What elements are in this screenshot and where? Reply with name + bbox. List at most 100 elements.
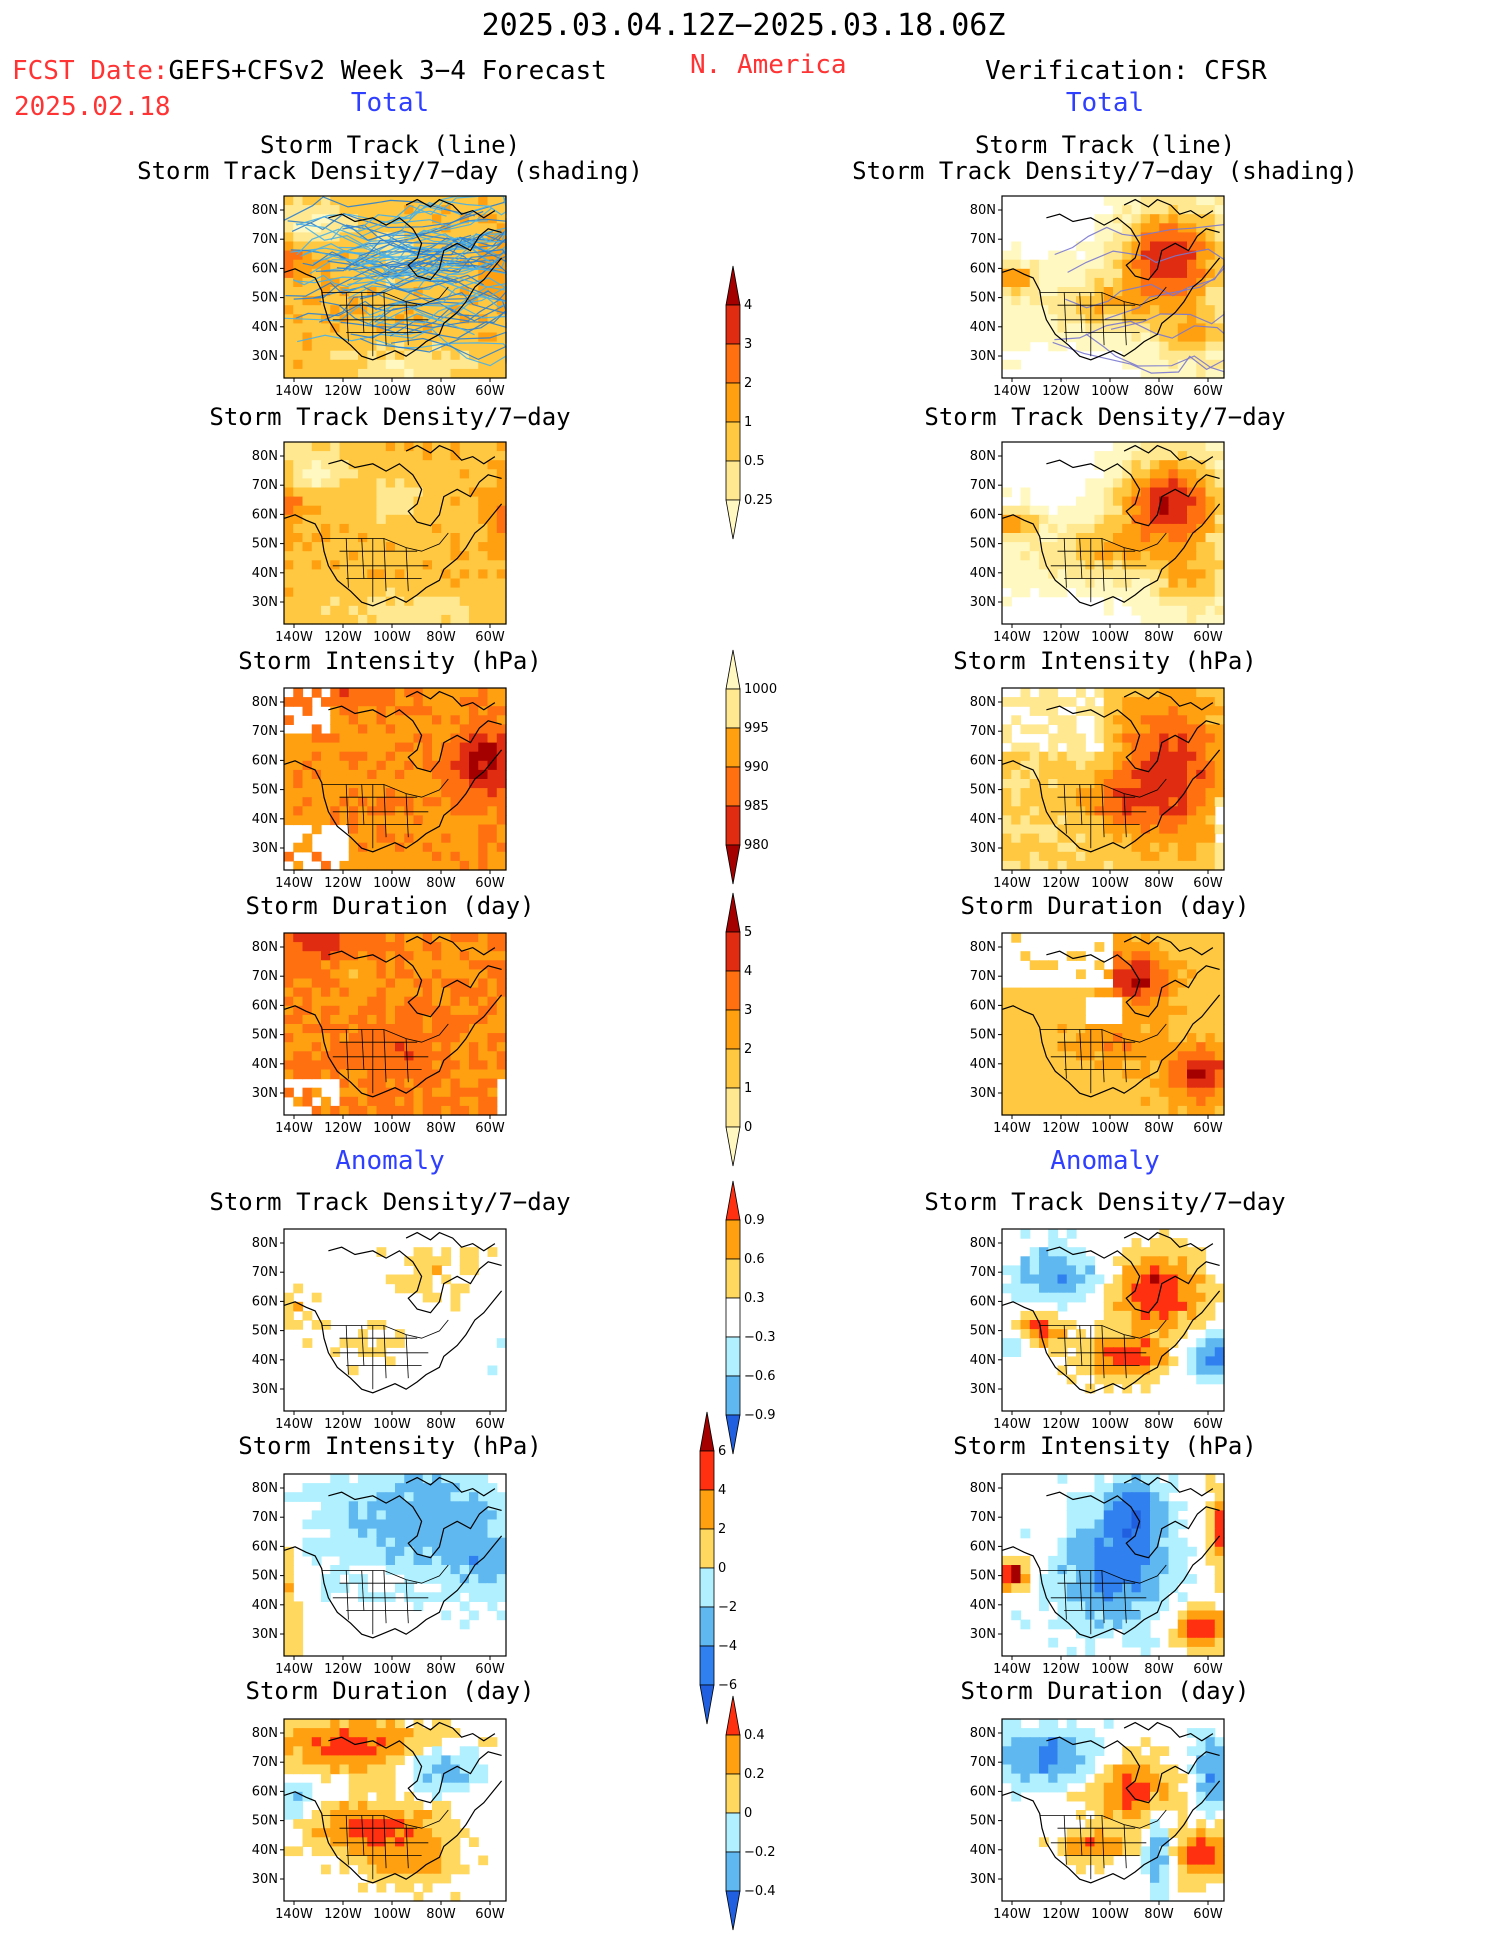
colorbar-label: −0.3 <box>744 1330 776 1345</box>
lon-label: 120W <box>324 1417 362 1432</box>
lon-label: 80W <box>1144 630 1174 645</box>
colorbar-swatch <box>726 1259 740 1298</box>
lat-label: 80N <box>252 940 278 955</box>
lat-label: 30N <box>252 1382 278 1397</box>
lon-label: 140W <box>275 876 313 891</box>
lon-label: 140W <box>993 630 1031 645</box>
lat-label: 60N <box>970 1294 996 1309</box>
lon-label: 140W <box>993 384 1031 399</box>
title-track-shading-right: Storm Track Density/7−day (shading) <box>805 158 1405 184</box>
title-density-anom-left: Storm Track Density/7−day <box>90 1189 690 1215</box>
lon-label: 80W <box>426 1417 456 1432</box>
colorbar-swatch <box>700 1646 714 1685</box>
lat-label: 60N <box>252 507 278 522</box>
colorbar-label: 0.4 <box>744 1728 765 1743</box>
colorbar-label: 0.2 <box>744 1767 765 1782</box>
lat-label: 70N <box>970 478 996 493</box>
colorbar-label: 0.9 <box>744 1213 765 1228</box>
lat-label: 70N <box>970 969 996 984</box>
lat-label: 60N <box>252 1294 278 1309</box>
lon-label: 140W <box>993 876 1031 891</box>
lat-label: 80N <box>252 203 278 218</box>
lat-label: 50N <box>970 783 996 798</box>
colorbar-swatch <box>726 1298 740 1337</box>
colorbar-label: 5 <box>744 925 752 940</box>
lat-label: 70N <box>252 1265 278 1280</box>
lon-label: 100W <box>373 384 411 399</box>
lat-label: 60N <box>252 1539 278 1554</box>
colorbar-label: 985 <box>744 799 769 814</box>
lon-label: 100W <box>373 1417 411 1432</box>
colorbar-swatch <box>726 1891 740 1930</box>
lon-label: 140W <box>993 1121 1031 1136</box>
lon-label: 120W <box>1042 876 1080 891</box>
lat-label: 50N <box>970 537 996 552</box>
lat-label: 70N <box>252 724 278 739</box>
colorbar-swatch <box>726 728 740 767</box>
lat-label: 70N <box>252 232 278 247</box>
lon-label: 80W <box>426 1121 456 1136</box>
colorbar-swatch <box>700 1451 714 1490</box>
lat-label: 40N <box>970 812 996 827</box>
colorbar-swatch <box>726 266 740 305</box>
lon-label: 140W <box>275 384 313 399</box>
lon-label: 80W <box>1144 1417 1174 1432</box>
lat-label: 50N <box>970 1028 996 1043</box>
lat-label: 80N <box>970 695 996 710</box>
colorbar-label: 4 <box>744 298 752 313</box>
lat-label: 40N <box>252 1353 278 1368</box>
colorbar-swatch <box>700 1529 714 1568</box>
colorbar-swatch <box>726 1127 740 1166</box>
colorbar-label: 4 <box>718 1483 726 1498</box>
lon-label: 80W <box>1144 1121 1174 1136</box>
lat-label: 80N <box>970 1726 996 1741</box>
title-track-shading-left: Storm Track Density/7−day (shading) <box>90 158 690 184</box>
lat-label: 30N <box>252 349 278 364</box>
title-track-line-left: Storm Track (line) <box>90 132 690 158</box>
lon-label: 60W <box>1193 1662 1223 1677</box>
colorbar-swatch <box>700 1568 714 1607</box>
lon-label: 80W <box>426 1662 456 1677</box>
lat-label: 50N <box>252 1028 278 1043</box>
colorbar-swatch <box>726 1696 740 1735</box>
lat-label: 50N <box>252 1569 278 1584</box>
colorbar-swatch <box>726 422 740 461</box>
lat-label: 30N <box>252 1627 278 1642</box>
lon-label: 100W <box>1091 384 1129 399</box>
lon-label: 60W <box>1193 1121 1223 1136</box>
lat-label: 80N <box>252 1726 278 1741</box>
colorbar-swatch <box>726 1852 740 1891</box>
lat-label: 40N <box>970 566 996 581</box>
lat-label: 50N <box>252 1814 278 1829</box>
colorbar-label: −0.2 <box>744 1845 776 1860</box>
colorbar-swatch <box>726 650 740 689</box>
verification-label: Verification: CFSR <box>985 56 1267 86</box>
lon-label: 100W <box>1091 1417 1129 1432</box>
colorbar-label: 3 <box>744 1003 752 1018</box>
lat-label: 70N <box>252 1755 278 1770</box>
lon-label: 60W <box>1193 1417 1223 1432</box>
lon-label: 100W <box>373 1121 411 1136</box>
lat-label: 30N <box>970 1872 996 1887</box>
colorbar-swatch <box>700 1607 714 1646</box>
lon-label: 120W <box>1042 1662 1080 1677</box>
lon-label: 140W <box>993 1417 1031 1432</box>
lon-label: 80W <box>426 630 456 645</box>
lat-label: 30N <box>970 1382 996 1397</box>
lon-label: 100W <box>373 630 411 645</box>
colorbar-label: 4 <box>744 964 752 979</box>
lat-label: 40N <box>970 1843 996 1858</box>
colorbar-label: 990 <box>744 760 769 775</box>
fcst-model: GEFS+CFSv2 Week 3−4 Forecast <box>169 56 607 86</box>
lat-label: 30N <box>970 349 996 364</box>
lon-label: 60W <box>1193 384 1223 399</box>
lon-label: 120W <box>324 1662 362 1677</box>
